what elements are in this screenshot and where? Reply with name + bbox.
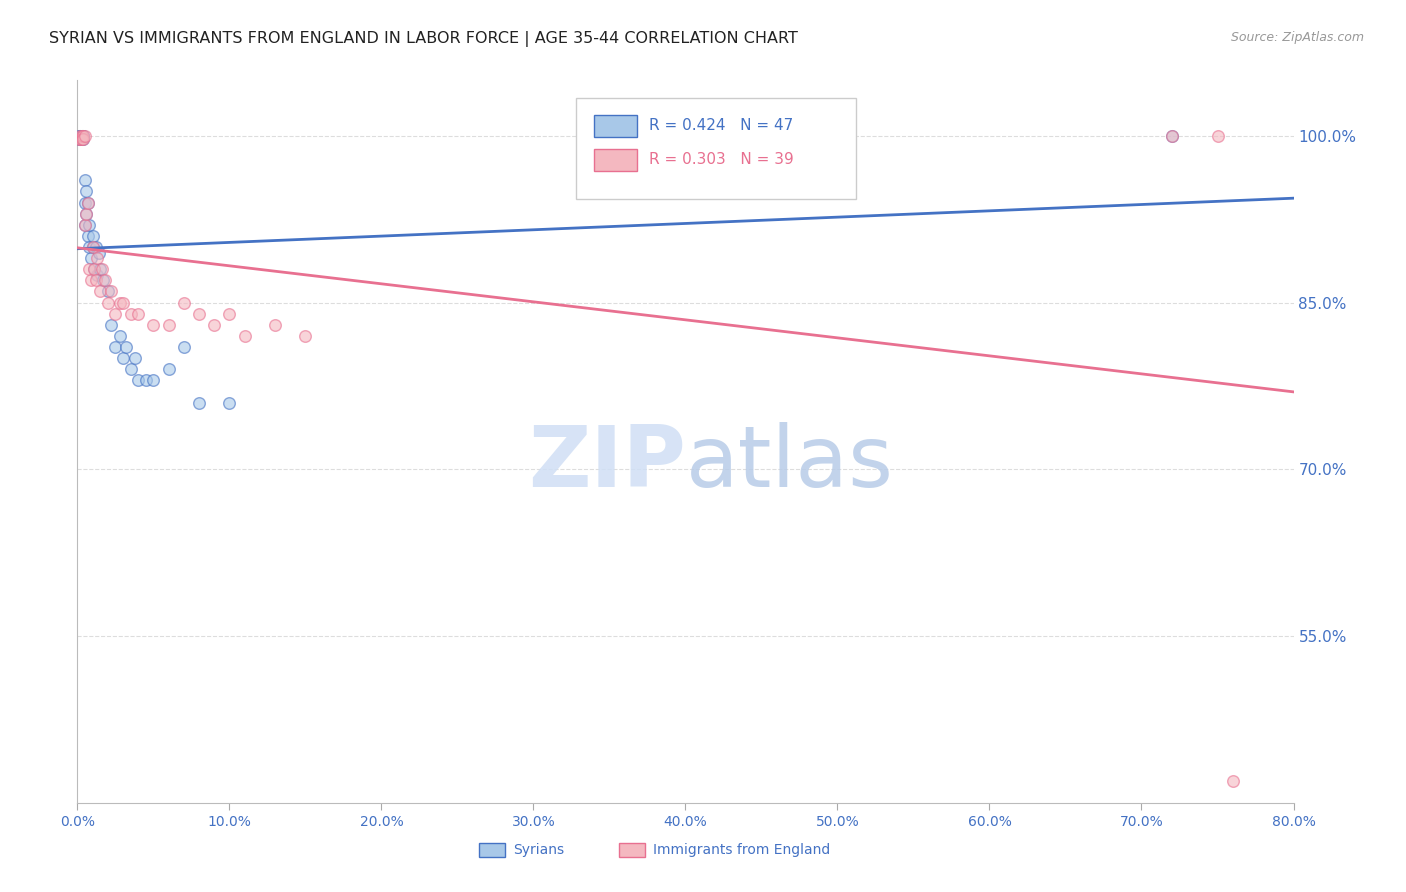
Point xyxy=(87,245,110,260)
Point xyxy=(124,351,146,366)
Point xyxy=(67,132,90,146)
Point xyxy=(84,273,107,287)
Point xyxy=(111,351,134,366)
Point xyxy=(72,128,94,143)
Point xyxy=(120,307,142,321)
Point xyxy=(135,373,157,387)
Point xyxy=(142,373,165,387)
Point xyxy=(115,340,138,354)
Point xyxy=(1161,128,1184,143)
Text: SYRIAN VS IMMIGRANTS FROM ENGLAND IN LABOR FORCE | AGE 35-44 CORRELATION CHART: SYRIAN VS IMMIGRANTS FROM ENGLAND IN LAB… xyxy=(49,31,799,47)
Point xyxy=(70,132,93,146)
Point xyxy=(72,128,94,143)
Point xyxy=(72,132,94,146)
Point xyxy=(1222,773,1244,788)
Point xyxy=(104,307,127,321)
Point xyxy=(173,340,195,354)
Point xyxy=(108,329,131,343)
Point xyxy=(70,128,93,143)
Point xyxy=(93,273,115,287)
Point xyxy=(84,240,107,254)
Point xyxy=(108,295,131,310)
Point xyxy=(218,395,240,409)
Point xyxy=(67,132,90,146)
Point xyxy=(90,262,112,277)
Point xyxy=(1161,128,1184,143)
Text: R = 0.424   N = 47: R = 0.424 N = 47 xyxy=(650,118,793,133)
Point xyxy=(73,218,96,232)
Point xyxy=(82,240,104,254)
Point xyxy=(111,295,134,310)
Point xyxy=(77,195,100,210)
Point xyxy=(72,132,94,146)
Bar xyxy=(595,149,637,170)
Point xyxy=(69,128,91,143)
Text: Syrians: Syrians xyxy=(513,843,564,856)
Point xyxy=(157,362,180,376)
Point xyxy=(80,251,103,265)
Point xyxy=(77,228,100,243)
Point xyxy=(67,128,90,143)
Point xyxy=(294,329,316,343)
Point xyxy=(70,128,93,143)
Point xyxy=(100,285,122,299)
Point xyxy=(233,329,256,343)
Point xyxy=(82,228,104,243)
Text: Immigrants from England: Immigrants from England xyxy=(652,843,830,856)
Point xyxy=(264,318,287,332)
Text: R = 0.303   N = 39: R = 0.303 N = 39 xyxy=(650,152,794,167)
Point xyxy=(70,128,93,143)
Point xyxy=(75,185,97,199)
Point xyxy=(70,132,93,146)
Point xyxy=(70,128,93,143)
Point xyxy=(157,318,180,332)
Point xyxy=(79,262,101,277)
Point xyxy=(77,195,100,210)
Point xyxy=(73,173,96,187)
Point xyxy=(218,307,240,321)
Point xyxy=(91,273,114,287)
Point xyxy=(598,128,620,143)
Text: atlas: atlas xyxy=(686,422,893,505)
Point xyxy=(188,395,211,409)
Point xyxy=(202,318,225,332)
Point xyxy=(69,128,91,143)
Point xyxy=(79,240,101,254)
Point xyxy=(86,268,108,282)
Bar xyxy=(619,843,645,857)
Point xyxy=(1206,128,1229,143)
Point xyxy=(89,285,111,299)
Point xyxy=(173,295,195,310)
Point xyxy=(69,128,91,143)
Point xyxy=(142,318,165,332)
Point xyxy=(73,195,96,210)
Point xyxy=(97,285,120,299)
Point xyxy=(72,128,94,143)
Point xyxy=(75,207,97,221)
Point xyxy=(69,132,91,146)
Point xyxy=(73,128,96,143)
Point xyxy=(83,262,105,277)
Point xyxy=(83,262,105,277)
FancyBboxPatch shape xyxy=(576,98,856,200)
Point xyxy=(79,218,101,232)
Point xyxy=(100,318,122,332)
Text: ZIP: ZIP xyxy=(527,422,686,505)
Point xyxy=(82,240,104,254)
Point xyxy=(104,340,127,354)
Point xyxy=(97,295,120,310)
Point xyxy=(120,362,142,376)
Point xyxy=(188,307,211,321)
Text: Source: ZipAtlas.com: Source: ZipAtlas.com xyxy=(1230,31,1364,45)
Bar xyxy=(478,843,505,857)
Point xyxy=(75,207,97,221)
Point xyxy=(127,373,149,387)
Point xyxy=(86,251,108,265)
Point xyxy=(73,218,96,232)
Bar xyxy=(595,115,637,136)
Point xyxy=(127,307,149,321)
Point xyxy=(69,132,91,146)
Point xyxy=(80,273,103,287)
Point xyxy=(89,262,111,277)
